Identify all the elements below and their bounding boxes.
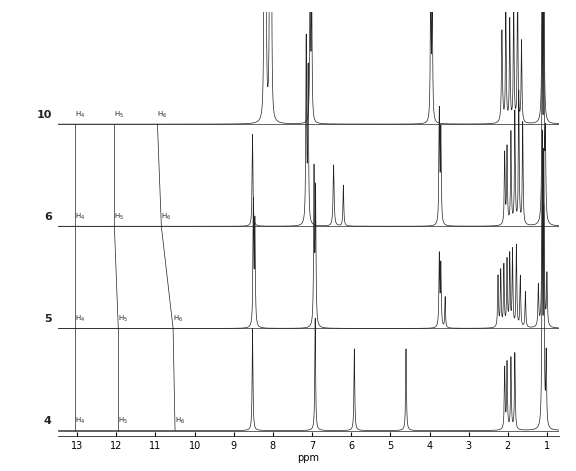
Text: 10: 10 [36,110,52,120]
Text: H$_5$: H$_5$ [115,212,124,222]
Text: H$_5$: H$_5$ [115,110,124,120]
Text: 6: 6 [44,212,52,222]
Text: H$_4$: H$_4$ [75,110,85,120]
X-axis label: ppm: ppm [297,453,319,463]
Text: H$_6$: H$_6$ [175,416,185,426]
Text: 4: 4 [44,416,52,426]
Text: H$_5$: H$_5$ [118,314,128,325]
Text: H$_4$: H$_4$ [75,314,85,325]
Text: H$_6$: H$_6$ [157,110,168,120]
Text: H$_6$: H$_6$ [161,212,172,222]
Text: H$_5$: H$_5$ [118,416,128,426]
Text: H$_4$: H$_4$ [75,212,85,222]
Text: H$_4$: H$_4$ [75,416,85,426]
Text: 5: 5 [44,314,52,325]
Text: H$_6$: H$_6$ [173,314,183,325]
